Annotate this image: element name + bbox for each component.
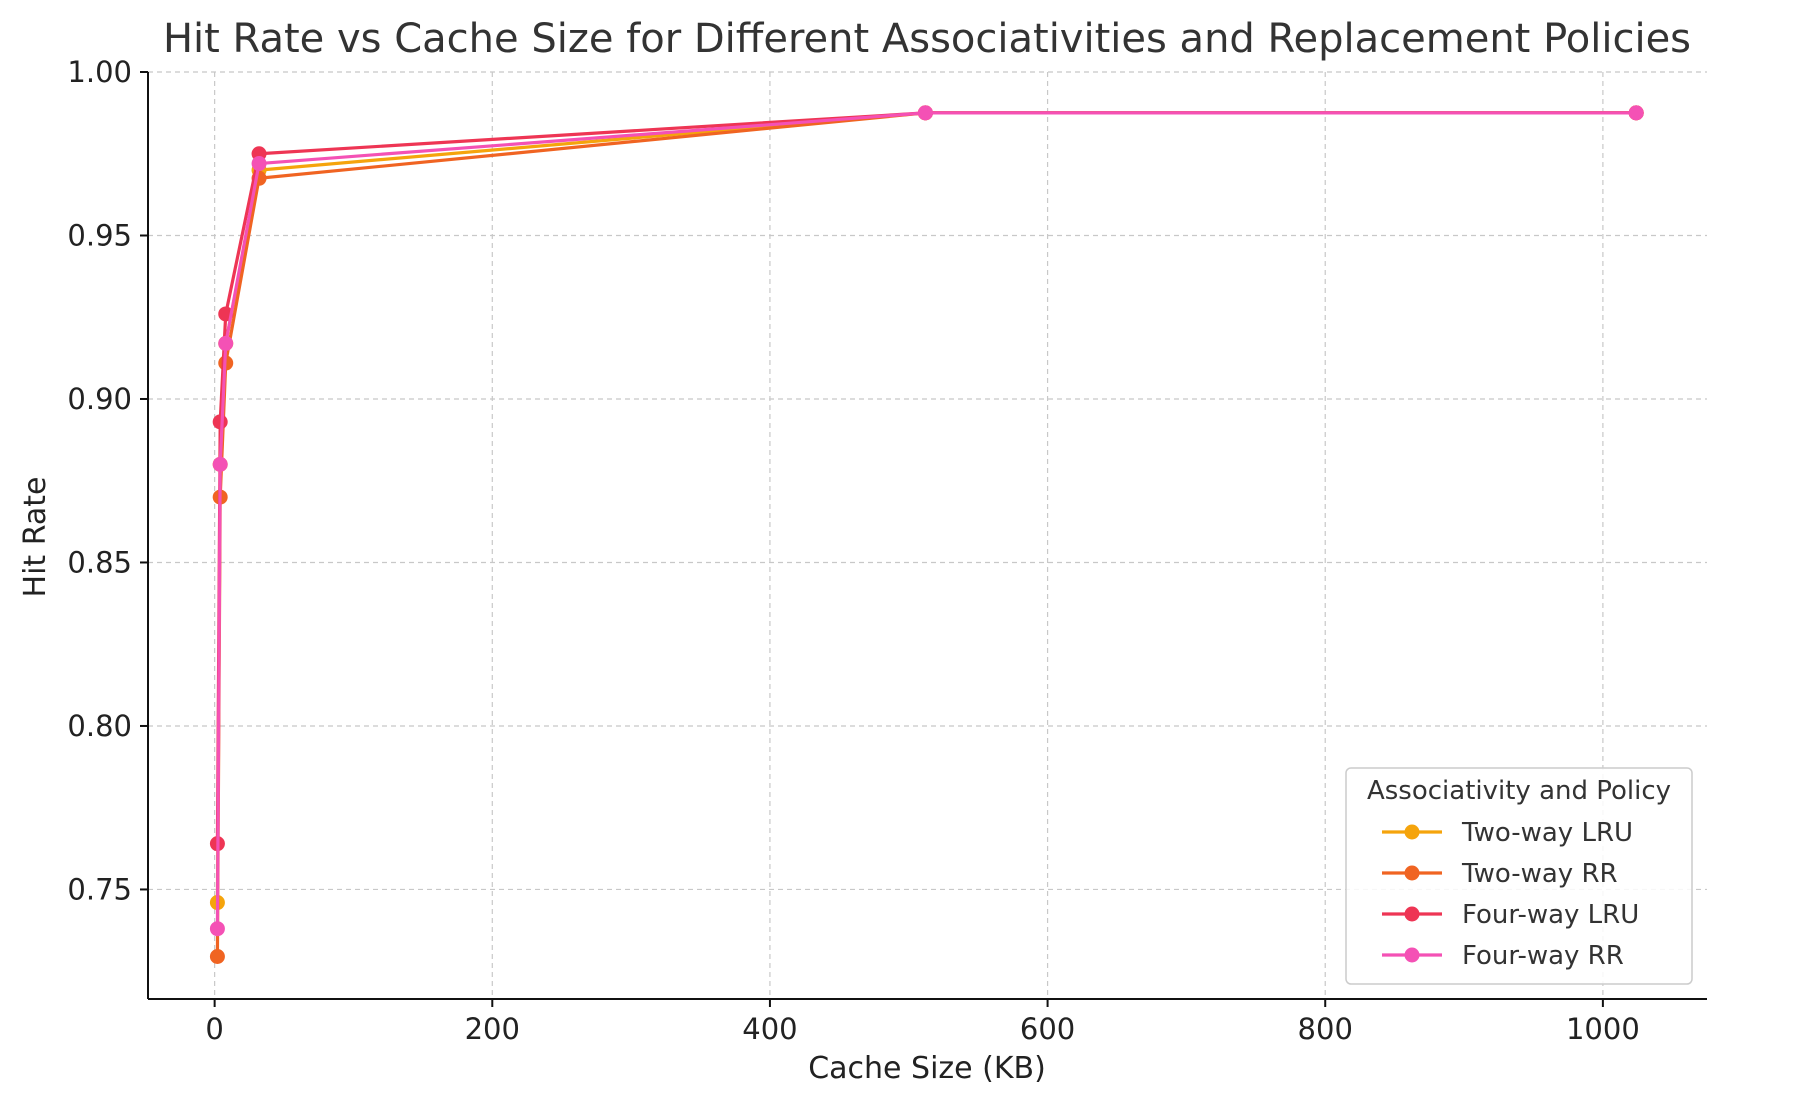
legend-items: Two-way LRU Two-way RR Four-way LRU Four-wa…: [1382, 818, 1639, 971]
y-tick-label: 0.85: [67, 545, 132, 579]
legend-swatch-marker: [1404, 906, 1420, 922]
legend-title: Associativity and Policy: [1367, 776, 1671, 806]
y-tick-label: 0.75: [67, 872, 132, 906]
data-point: [212, 414, 228, 430]
legend: Associativity and Policy Two-way LRUTwo-…: [1345, 767, 1693, 985]
data-point: [251, 156, 267, 172]
series-line: [215, 111, 1637, 929]
data-point: [218, 335, 234, 351]
y-tick-label: 0.80: [67, 709, 132, 743]
legend-item: Two-way RR: [1382, 859, 1618, 889]
legend-swatch-marker: [1404, 824, 1420, 840]
data-point: [212, 456, 228, 472]
y-tick-label: 1.00: [67, 55, 132, 89]
x-axis-label: Cache Size (KB): [808, 1051, 1046, 1086]
data-point: [1628, 105, 1644, 121]
data-point: [209, 921, 225, 937]
data-point: [209, 948, 225, 964]
tick-labels: 0 200 400 600 800 1000 0.75 0.80 0.85 0.90 0.95 1.0…: [67, 55, 1639, 1046]
x-tick-label: 400: [742, 1012, 797, 1046]
axes: [140, 71, 1707, 1007]
legend-swatch-marker: [1404, 947, 1420, 963]
x-tick-label: 600: [1020, 1012, 1075, 1046]
x-tick-label: 200: [465, 1012, 520, 1046]
legend-item: Four-way LRU: [1382, 900, 1639, 930]
legend-label: Four-way LRU: [1462, 900, 1639, 930]
y-tick-label: 0.95: [67, 218, 132, 252]
chart-title: Hit Rate vs Cache Size for Different Ass…: [163, 16, 1691, 62]
series-four-way-rr: [209, 105, 1644, 937]
legend-swatch-marker: [1404, 865, 1420, 881]
y-tick-label: 0.90: [67, 382, 132, 416]
data-point: [917, 105, 933, 121]
x-tick-label: 800: [1298, 1012, 1353, 1046]
legend-item: Four-way RR: [1382, 941, 1624, 971]
legend-label: Two-way RR: [1461, 859, 1618, 889]
series-four-way-lru: [209, 105, 1644, 852]
series-line: [215, 111, 1637, 844]
x-tick-label: 0: [205, 1012, 223, 1046]
legend-item: Two-way LRU: [1382, 818, 1633, 848]
legend-label: Four-way RR: [1462, 941, 1624, 971]
legend-box: [1345, 767, 1693, 985]
series-group: [209, 105, 1644, 964]
legend-label: Two-way LRU: [1461, 818, 1633, 848]
x-tick-label: 1000: [1566, 1012, 1640, 1046]
y-axis-label: Hit Rate: [18, 477, 53, 598]
